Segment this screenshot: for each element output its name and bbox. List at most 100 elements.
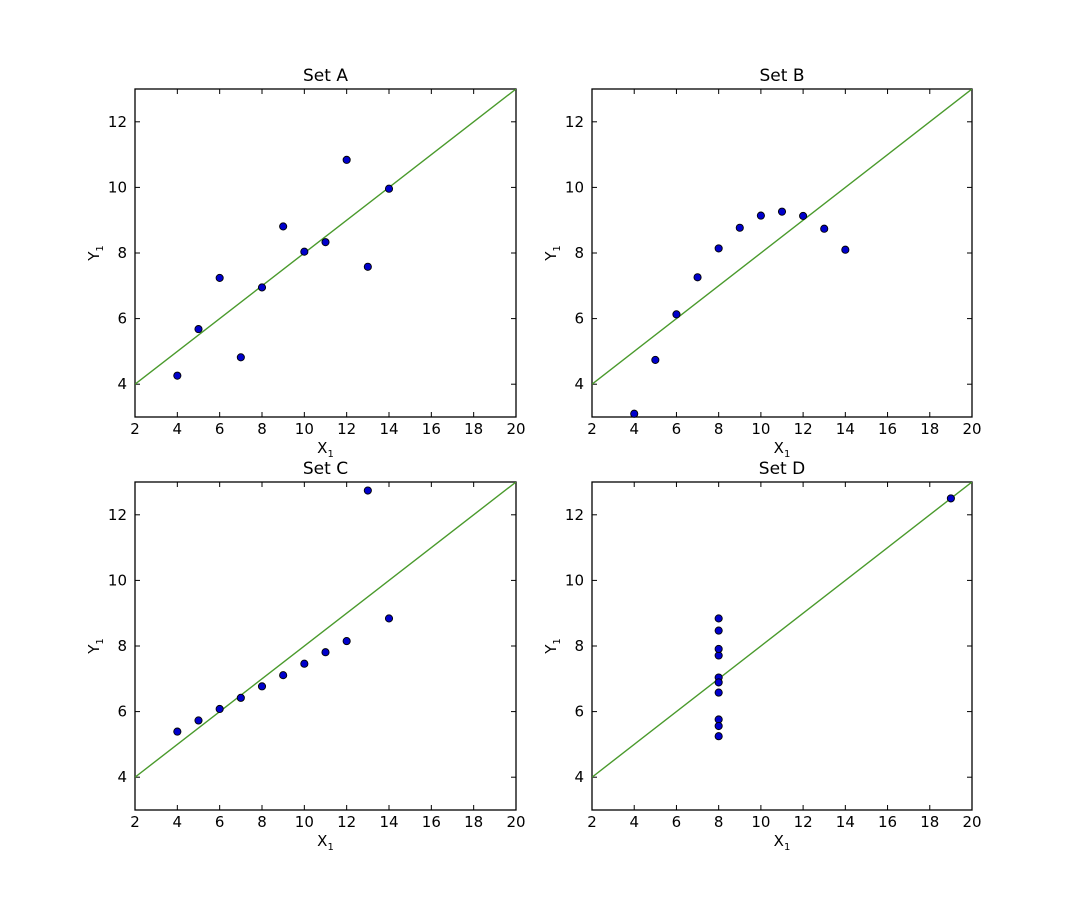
x-tick-label: 14	[836, 813, 855, 831]
panel-title: Set A	[303, 66, 348, 86]
y-tick-label: 10	[108, 571, 127, 589]
data-point	[714, 244, 723, 253]
x-tick-label: 16	[878, 420, 897, 438]
data-point	[384, 184, 394, 193]
x-tick-label: 12	[337, 813, 356, 831]
x-tick-label: 14	[379, 420, 398, 438]
x-tick-label: 8	[257, 420, 267, 438]
data-point	[257, 283, 267, 292]
data-point	[363, 486, 372, 495]
data-point	[300, 247, 309, 256]
data-point	[714, 614, 723, 623]
data-point	[384, 614, 394, 623]
x-tick-label: 2	[130, 420, 140, 438]
data-point	[651, 355, 660, 364]
x-tick-label: 8	[714, 420, 724, 438]
x-axis-label: X1	[317, 439, 334, 460]
data-point	[215, 273, 224, 282]
data-point	[173, 371, 182, 380]
x-tick-label: 16	[422, 420, 441, 438]
x-tick-label: 14	[836, 420, 855, 438]
x-tick-label: 12	[794, 420, 813, 438]
x-tick-label: 6	[215, 813, 225, 831]
x-tick-label: 4	[629, 420, 639, 438]
x-tick-label: 4	[173, 813, 183, 831]
x-tick-label: 2	[587, 420, 597, 438]
data-point	[194, 325, 203, 334]
x-tick-label: 10	[751, 420, 770, 438]
y-tick-label: 12	[565, 506, 584, 524]
x-tick-label: 6	[215, 420, 225, 438]
y-tick-label: 12	[108, 506, 127, 524]
data-point	[714, 626, 723, 635]
x-tick-label: 18	[920, 420, 939, 438]
y-tick-label: 4	[574, 768, 584, 786]
x-tick-label: 20	[962, 813, 981, 831]
data-point	[735, 223, 744, 232]
x-axis-label: X1	[774, 439, 791, 460]
y-axis-label: Y1	[85, 638, 106, 655]
x-tick-label: 8	[714, 813, 724, 831]
y-tick-label: 8	[574, 637, 584, 655]
data-point	[714, 644, 723, 654]
data-point	[236, 693, 245, 702]
data-point	[630, 409, 639, 418]
x-tick-label: 10	[751, 813, 770, 831]
y-tick-label: 8	[574, 244, 584, 262]
x-tick-label: 10	[295, 813, 314, 831]
data-point	[363, 262, 372, 271]
panel-title: Set D	[759, 459, 805, 479]
data-point	[714, 688, 723, 697]
data-point	[279, 671, 288, 680]
data-point	[841, 245, 850, 254]
y-axis-label: Y1	[542, 638, 563, 655]
x-tick-label: 20	[506, 813, 525, 831]
fit-line	[592, 89, 972, 385]
x-tick-label: 18	[464, 813, 483, 831]
data-point	[693, 273, 702, 282]
data-point	[799, 211, 808, 220]
data-point	[820, 224, 829, 233]
data-point	[321, 238, 330, 247]
data-point	[672, 310, 681, 319]
x-tick-label: 16	[422, 813, 441, 831]
y-tick-label: 6	[117, 310, 127, 328]
y-tick-label: 10	[565, 571, 584, 589]
data-point	[236, 353, 245, 362]
x-tick-label: 6	[672, 420, 682, 438]
data-point	[714, 678, 723, 687]
x-tick-label: 10	[295, 420, 314, 438]
x-tick-label: 4	[173, 420, 183, 438]
y-tick-label: 10	[565, 178, 584, 196]
x-tick-label: 16	[878, 813, 897, 831]
data-point	[300, 659, 309, 668]
x-tick-label: 18	[920, 813, 939, 831]
x-tick-label: 20	[962, 420, 981, 438]
y-tick-label: 6	[117, 703, 127, 721]
y-axis-label: Y1	[85, 245, 106, 262]
y-tick-label: 4	[117, 768, 127, 786]
x-tick-label: 2	[587, 813, 597, 831]
data-point	[173, 727, 182, 736]
data-point	[714, 721, 723, 731]
x-axis-label: X1	[774, 832, 791, 853]
plot-frame	[134, 481, 517, 811]
y-tick-label: 6	[574, 703, 584, 721]
x-tick-label: 6	[672, 813, 682, 831]
y-tick-label: 4	[117, 375, 127, 393]
plot-frame	[134, 88, 517, 418]
x-tick-label: 20	[506, 420, 525, 438]
plot-frame	[591, 88, 973, 418]
x-tick-label: 18	[464, 420, 483, 438]
data-point	[194, 716, 203, 725]
fit-line	[592, 482, 972, 778]
y-tick-label: 8	[117, 637, 127, 655]
data-point	[777, 207, 787, 216]
data-point	[946, 494, 955, 503]
x-tick-label: 14	[379, 813, 398, 831]
